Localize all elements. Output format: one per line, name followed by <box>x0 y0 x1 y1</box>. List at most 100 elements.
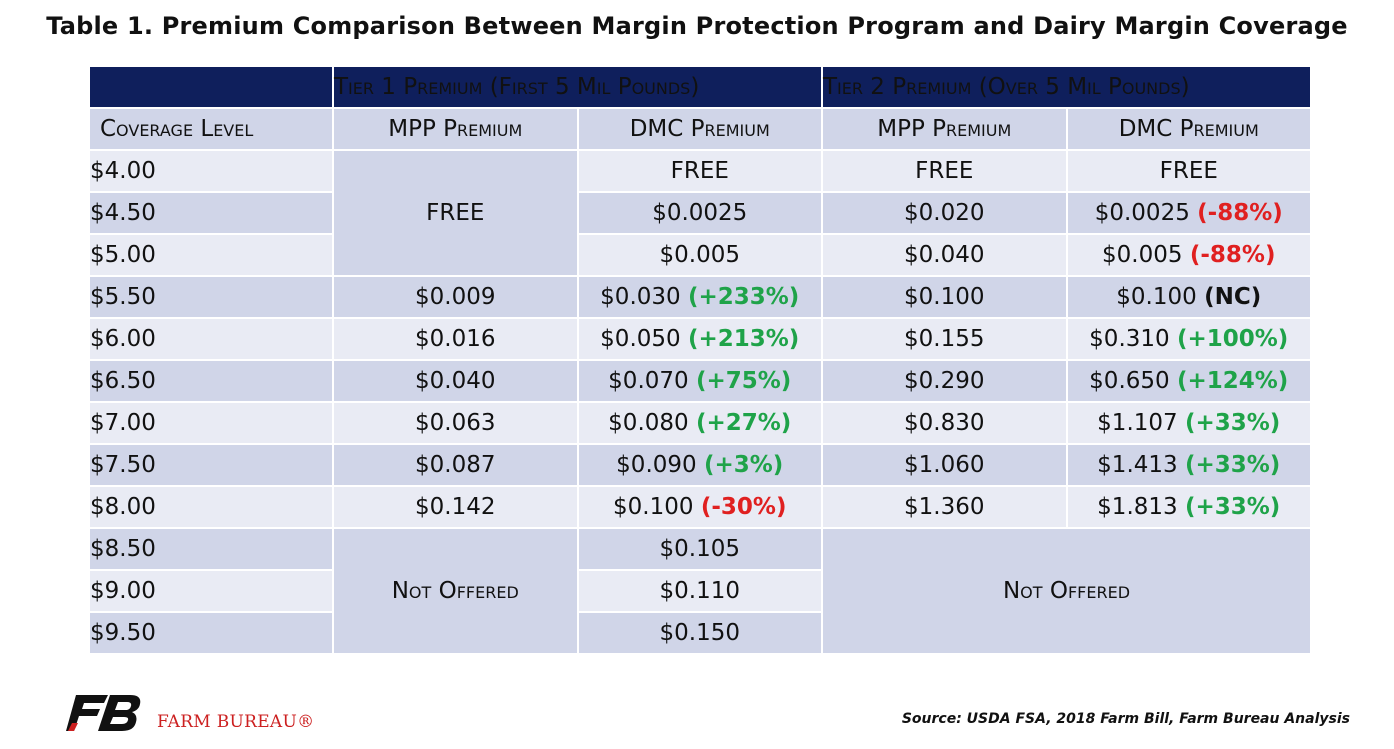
dmc-tier1-cell: $0.150 <box>576 611 823 655</box>
coverage-level-cell: $8.50 <box>88 527 334 571</box>
dmc-tier1-value: $0.0025 <box>652 200 748 226</box>
dmc-tier2-cell: $0.310 (+100%) <box>1065 317 1312 361</box>
dmc-tier1-value: $0.070 <box>608 368 689 394</box>
dmc-tier1-change: (+3%) <box>703 452 784 478</box>
mpp-tier2-cell: $0.040 <box>821 233 1068 277</box>
dmc-tier1-cell: $0.050 (+213%) <box>576 317 823 361</box>
mpp-tier1-cell: $0.016 <box>332 317 579 361</box>
mpp-tier2-cell: $0.100 <box>821 275 1068 319</box>
dmc-tier1-cell: $0.005 <box>576 233 823 277</box>
dmc-tier1-cell: FREE <box>576 149 823 193</box>
table-row: $5.00 $0.005 $0.040 $0.005 (-88%) <box>88 233 1312 277</box>
coverage-level-cell: $6.00 <box>88 317 334 361</box>
header-blank-cell <box>88 65 334 109</box>
dmc-tier1-change: (-30%) <box>700 494 787 520</box>
dmc-tier2-cell: $1.107 (+33%) <box>1065 401 1312 445</box>
dmc-tier1-value: $0.005 <box>659 242 740 268</box>
coverage-level-cell: $9.50 <box>88 611 334 655</box>
table-row: $9.50 $0.150 <box>88 611 1311 655</box>
dmc-tier2-cell: $0.100 (NC) <box>1065 275 1312 319</box>
dmc-tier1-change: (+233%) <box>687 284 800 310</box>
dmc-tier1-change: (+75%) <box>695 368 792 394</box>
mpp-tier1-cell: $0.087 <box>332 443 579 487</box>
tier2-not-offered-cell: Not Offered <box>821 527 1312 655</box>
coverage-level-cell: $4.50 <box>88 191 334 235</box>
dmc-tier2-cell: $1.813 (+33%) <box>1065 485 1312 529</box>
mpp-tier1-cell: $0.142 <box>332 485 579 529</box>
table-title: Table 1. Premium Comparison Between Marg… <box>46 12 1348 40</box>
dmc-tier1-value: $0.050 <box>600 326 681 352</box>
tier1-header: Tier 1 Premium (First 5 Mil Pounds) <box>332 65 823 109</box>
dmc-tier2-change: (+33%) <box>1184 452 1281 478</box>
dmc-tier1-value: $0.090 <box>616 452 697 478</box>
dmc-tier2-value: FREE <box>1159 158 1218 184</box>
mpp-tier2-cell: $0.290 <box>821 359 1068 403</box>
mpp-tier2-cell: $0.020 <box>821 191 1068 235</box>
mpp-tier2-cell: $0.830 <box>821 401 1068 445</box>
dmc-tier2-value: $1.107 <box>1097 410 1178 436</box>
dmc-tier2-change: (-88%) <box>1189 242 1276 268</box>
coverage-level-cell: $5.00 <box>88 233 334 277</box>
coverage-level-header: Coverage Level <box>88 107 334 151</box>
dmc-tier2-value: $1.413 <box>1097 452 1178 478</box>
dmc-tier2-change: (+33%) <box>1184 494 1281 520</box>
dmc-tier2-value: $0.100 <box>1116 284 1197 310</box>
coverage-level-cell: $7.00 <box>88 401 334 445</box>
dmc-tier2-change: (-88%) <box>1197 200 1283 226</box>
table-row: $6.50 $0.040 $0.070 (+75%) $0.290 $0.650… <box>88 359 1312 403</box>
table-row: $9.00 $0.110 <box>88 569 1311 613</box>
dmc-premium-tier1-header: DMC Premium <box>576 107 823 151</box>
source-note: Source: USDA FSA, 2018 Farm Bill, Farm B… <box>901 711 1350 727</box>
coverage-level-cell: $9.00 <box>88 569 334 613</box>
dmc-tier1-value: FREE <box>670 158 729 184</box>
dmc-tier1-cell: $0.090 (+3%) <box>576 443 823 487</box>
mpp-tier2-cell: $1.360 <box>821 485 1068 529</box>
dmc-tier1-cell: $0.110 <box>576 569 823 613</box>
tier-header-row: Tier 1 Premium (First 5 Mil Pounds) Tier… <box>88 65 1312 109</box>
dmc-tier1-change: (+27%) <box>695 410 792 436</box>
coverage-level-cell: $4.00 <box>88 149 334 193</box>
mpp-tier2-cell: FREE <box>821 149 1068 193</box>
dmc-tier2-cell: $0.0025 (-88%) <box>1065 191 1312 235</box>
tier2-header: Tier 2 Premium (Over 5 Mil Pounds) <box>821 65 1312 109</box>
dmc-tier2-cell: $1.413 (+33%) <box>1065 443 1312 487</box>
table-row: $6.00 $0.016 $0.050 (+213%) $0.155 $0.31… <box>88 317 1312 361</box>
dmc-tier1-cell: $0.080 (+27%) <box>576 401 823 445</box>
mpp-tier1-cell: $0.040 <box>332 359 579 403</box>
dmc-tier1-cell: $0.0025 <box>576 191 823 235</box>
table-row: $5.50 $0.009 $0.030 (+233%) $0.100 $0.10… <box>88 275 1312 319</box>
mpp-premium-tier2-header: MPP Premium <box>821 107 1068 151</box>
dmc-tier2-change: (NC) <box>1204 284 1262 310</box>
mpp-tier1-not-offered-cell: Not Offered <box>332 527 579 655</box>
table-row: $7.00 $0.063 $0.080 (+27%) $0.830 $1.107… <box>88 401 1312 445</box>
mpp-tier2-cell: $1.060 <box>821 443 1068 487</box>
dmc-tier2-value: $1.813 <box>1097 494 1178 520</box>
mpp-tier1-free-cell: FREE <box>332 149 579 277</box>
dmc-tier1-value: $0.080 <box>608 410 689 436</box>
dmc-tier1-change: (+213%) <box>687 326 800 352</box>
dmc-tier1-value: $0.100 <box>613 494 694 520</box>
mpp-tier1-cell: $0.009 <box>332 275 579 319</box>
dmc-tier2-change: (+124%) <box>1176 368 1289 394</box>
mpp-tier1-cell: $0.063 <box>332 401 579 445</box>
table-row: $8.50 Not Offered $0.105 Not Offered <box>88 527 1312 655</box>
dmc-tier1-cell: $0.100 (-30%) <box>576 485 823 529</box>
dmc-premium-tier2-header: DMC Premium <box>1065 107 1312 151</box>
dmc-tier2-cell: FREE <box>1065 149 1312 193</box>
dmc-tier2-value: $0.310 <box>1089 326 1170 352</box>
dmc-tier1-value: $0.030 <box>600 284 681 310</box>
farm-bureau-wordmark: FARM BUREAU® <box>157 712 315 732</box>
coverage-level-cell: $5.50 <box>88 275 334 319</box>
dmc-tier2-cell: $0.650 (+124%) <box>1065 359 1312 403</box>
dmc-tier2-value: $0.0025 <box>1094 200 1190 226</box>
dmc-tier2-cell: $0.005 (-88%) <box>1065 233 1312 277</box>
dmc-tier1-cell: $0.105 <box>576 527 823 571</box>
dmc-tier1-cell: $0.030 (+233%) <box>576 275 823 319</box>
coverage-level-cell: $6.50 <box>88 359 334 403</box>
mpp-tier2-cell: $0.155 <box>821 317 1068 361</box>
dmc-tier1-cell: $0.070 (+75%) <box>576 359 823 403</box>
dmc-tier2-change: (+33%) <box>1184 410 1281 436</box>
dmc-tier2-value: $0.005 <box>1102 242 1183 268</box>
table-row: $7.50 $0.087 $0.090 (+3%) $1.060 $1.413 … <box>88 443 1312 487</box>
dmc-tier2-value: $0.650 <box>1089 368 1170 394</box>
